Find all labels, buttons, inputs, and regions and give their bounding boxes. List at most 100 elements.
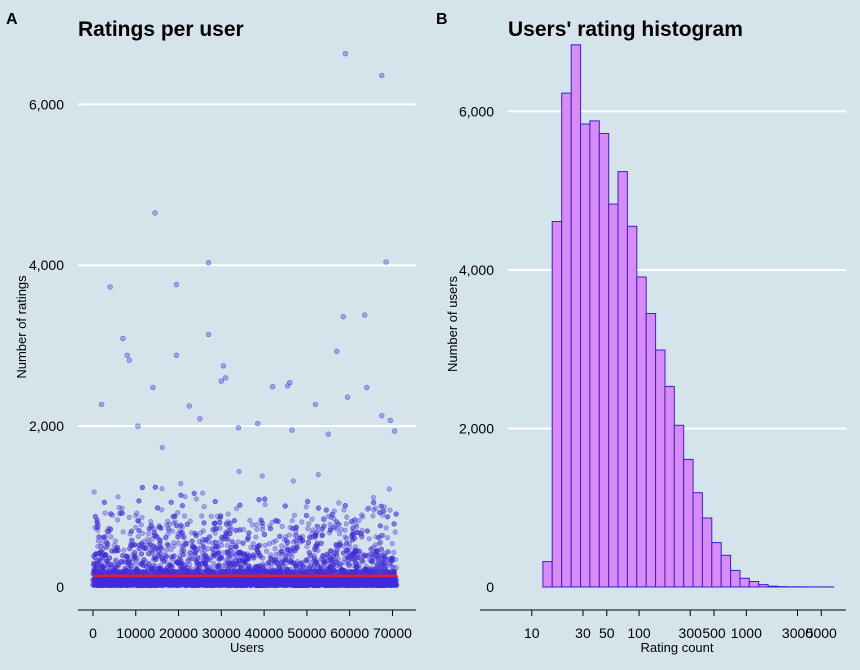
panel-a-point [108,561,114,568]
panel-a-point [229,560,235,566]
panel-a-point [290,478,296,484]
panel-b-letter: B [436,11,448,28]
panel-a-point [345,549,351,555]
panel-a-point [149,547,155,553]
panel-a-point [212,551,218,557]
panel-a-point [139,484,145,491]
panel-b-bar [664,385,675,588]
panel-a-point [212,530,218,536]
panel-a-point [387,417,394,424]
panel-a-point [213,526,220,532]
panel-a-point [231,549,237,556]
panel-a-point [333,551,339,557]
panel-a-point [185,558,191,564]
panel-a-point [307,534,313,540]
panel-a-point [195,555,201,561]
panel-b-bar [767,585,778,588]
panel-a-point [212,526,218,532]
panel-a-point [112,548,118,554]
panel-a-point [176,559,182,566]
panel-b-bar [570,44,582,588]
panel-a-point [225,519,231,525]
panel-a-point [192,545,198,551]
panel-a-point [389,563,395,570]
panel-a-point [287,559,293,565]
panel-a-point [356,562,362,568]
panel-a-point [101,499,107,506]
panel-a-point [148,522,154,529]
panel-b-bar [748,581,760,588]
panel-a-point [165,542,171,548]
panel-a-point [228,548,234,554]
panel-a-point [218,542,225,548]
panel-a-point [132,542,138,548]
panel-a-point [141,557,147,563]
panel-a-point [138,522,144,528]
panel-a-point [370,494,377,501]
panel-a-point [285,547,291,553]
panel-a-point [353,561,360,567]
panel-a-point [203,553,209,559]
panel-a-point [151,529,157,536]
panel-a-point [321,560,328,567]
panel-b-bar [711,542,722,588]
panel-a-point [156,523,162,529]
panel-a-point [364,384,370,391]
panel-a-point [214,543,220,549]
panel-b-y-tick-label: 4,000 [459,262,494,278]
panel-b-x-tick-label: 1000 [731,625,762,641]
panel-a-point [272,545,278,552]
panel-a-point [191,551,197,557]
panel-a-point [279,523,285,530]
panel-a-point [387,507,393,513]
panel-b-bar [626,225,638,588]
panel-a-point [283,534,289,540]
panel-a-point [237,550,243,556]
panel-a-point [159,555,165,561]
panel-a-y-tick-label: 0 [56,579,64,595]
panel-a-point [386,486,392,492]
panel-a-point [319,556,325,562]
panel-a-point [237,563,243,570]
panel-a-point [356,517,362,524]
panel-a-point [157,541,163,547]
panel-a-point [174,523,180,529]
panel-a-point [305,559,312,565]
panel-a-point [370,555,376,561]
panel-a-point [193,496,199,502]
panel-a-point [253,534,259,540]
panel-a-point [247,517,253,524]
panel-a-point [342,534,348,540]
panel-a-point [380,561,387,567]
panel-a-point [178,481,184,487]
panel-a-point [262,542,268,548]
panel-a-point [312,401,319,408]
panel-b-bar [580,123,591,588]
panel-a-point [129,537,135,544]
panel-a-point [373,548,379,555]
panel-a-point [248,544,254,550]
panel-a-point [330,563,336,569]
panel-a-point [171,553,177,559]
panel-a-point [329,548,335,554]
panel-a-point [132,553,138,559]
panel-a-point [177,559,183,565]
panel-a-point [173,352,180,359]
panel-a-point [364,553,371,559]
panel-a-point [367,557,373,563]
panel-b-x-tick-label: 30 [575,625,591,641]
panel-a-point [139,484,145,491]
panel-a-point [315,505,322,511]
panel-a-point [327,552,333,558]
panel-a-point [189,538,195,544]
panel-a-point [366,536,372,542]
panel-a-point [146,561,152,567]
panel-a-point [346,553,353,560]
panel-a-point [292,548,298,554]
panel-a-point [211,520,217,527]
panel-a-point [153,556,159,563]
panel-a-point [237,502,243,508]
panel-a-point [171,543,177,549]
panel-a-point [157,537,163,543]
panel-a-point [210,560,216,567]
